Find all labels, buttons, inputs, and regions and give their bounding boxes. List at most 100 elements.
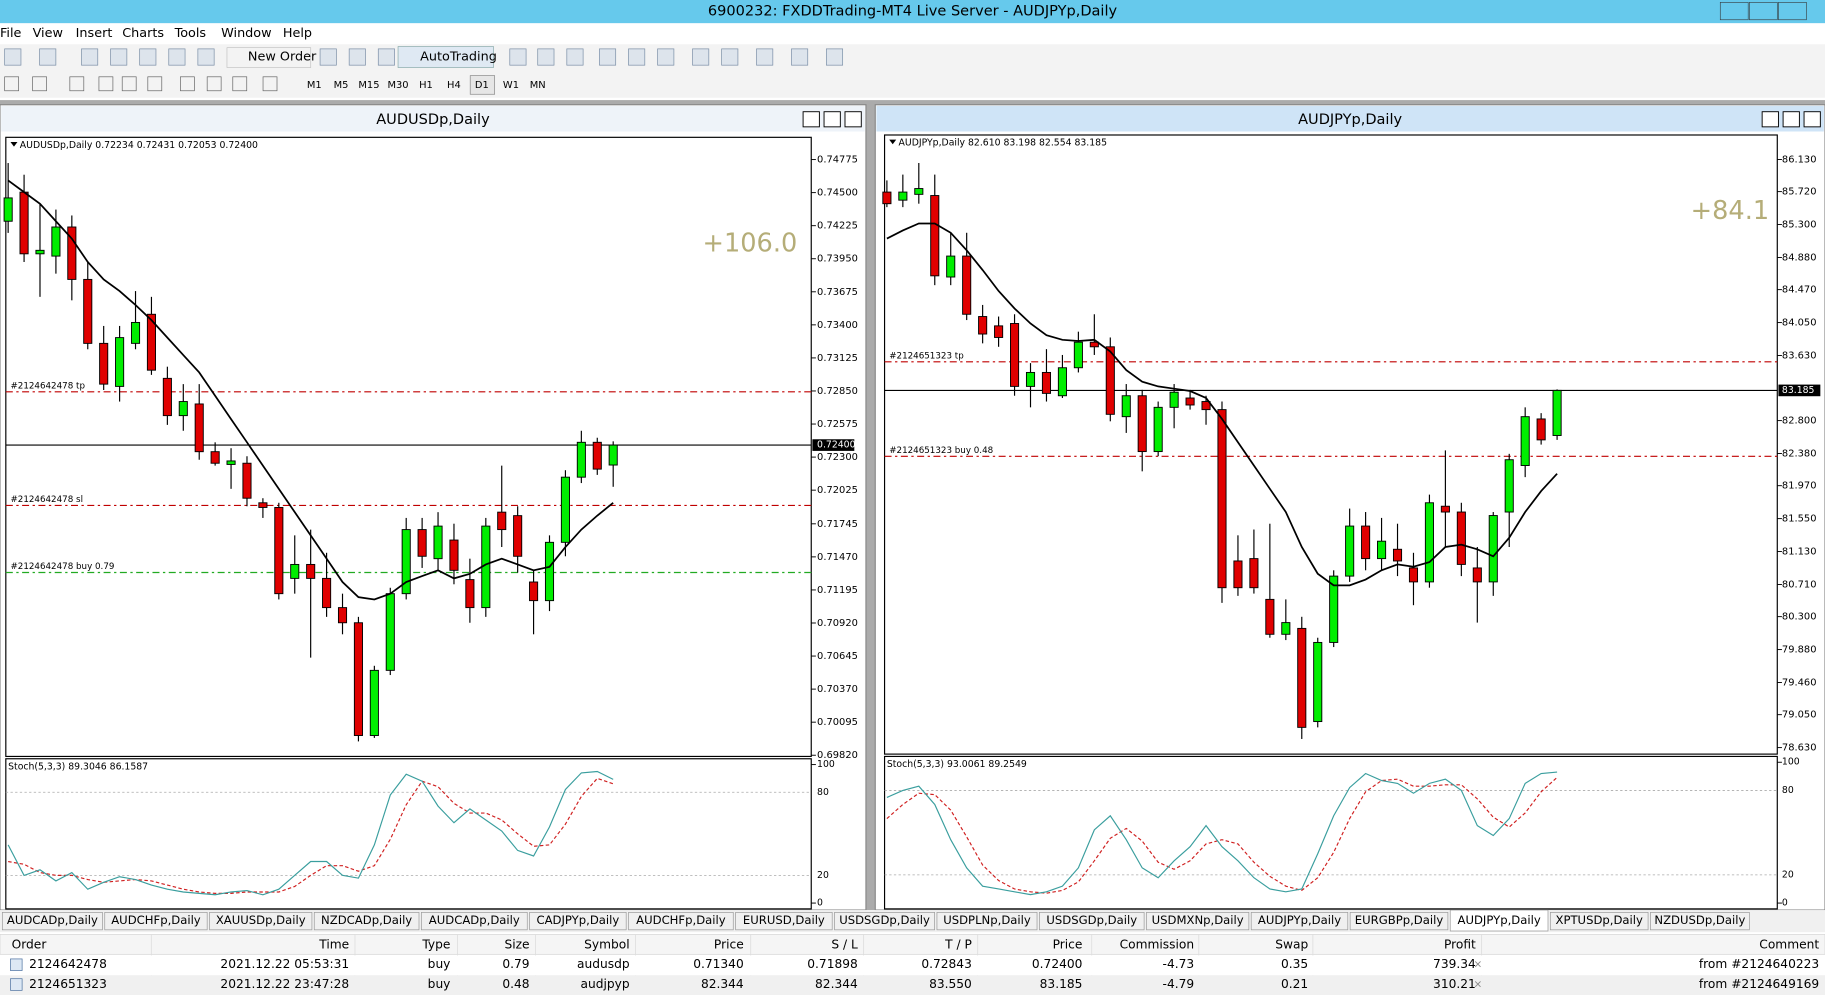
toolbar-icon[interactable] (566, 48, 584, 66)
chart-maximize[interactable] (823, 111, 841, 128)
order-row[interactable] (0, 975, 1825, 995)
timeframe-button[interactable]: M5 (334, 80, 349, 91)
order-row[interactable] (0, 955, 1825, 976)
menu-item[interactable]: File (0, 26, 22, 41)
column-header[interactable]: Size (504, 937, 529, 951)
tab-label[interactable]: AUDCHFp,Daily (111, 913, 201, 927)
toolbar-icon[interactable] (139, 48, 157, 66)
tab[interactable] (1549, 912, 1649, 931)
menu-item[interactable]: Insert (76, 26, 113, 41)
column-header[interactable]: T / P (944, 937, 972, 951)
menu-item[interactable]: Tools (174, 26, 207, 41)
tab[interactable] (1039, 912, 1145, 931)
column-header[interactable]: S / L (831, 937, 858, 951)
chart-minimize[interactable] (1761, 111, 1779, 128)
tab-label[interactable]: EURUSD,Daily (743, 913, 825, 927)
timeframe-button[interactable]: M1 (307, 80, 322, 91)
chart-maximize[interactable] (1782, 111, 1800, 128)
minimize-button[interactable] (1719, 2, 1749, 21)
column-header[interactable]: Order (12, 937, 48, 951)
column-header[interactable]: Type (421, 937, 450, 951)
tool-icon[interactable] (262, 76, 278, 92)
tab-label[interactable]: USDMXNp,Daily (1152, 913, 1244, 927)
column-header[interactable]: Comment (1759, 937, 1819, 951)
tab[interactable] (1, 912, 103, 931)
toolbar-icon[interactable] (657, 48, 675, 66)
tab[interactable] (735, 912, 833, 931)
timeframe-button[interactable]: W1 (503, 80, 519, 91)
toolbar-icon[interactable] (168, 48, 186, 66)
tab[interactable] (1250, 912, 1349, 931)
toolbar-icon[interactable] (509, 48, 527, 66)
tool-icon[interactable] (98, 76, 114, 92)
tool-icon[interactable] (232, 76, 248, 92)
toolbar-icon[interactable] (791, 48, 809, 66)
tab-active[interactable] (1449, 909, 1549, 932)
tab-label[interactable]: CADJPYp,Daily (536, 913, 619, 927)
tab[interactable] (104, 912, 208, 931)
timeframe-button[interactable]: H4 (447, 80, 461, 91)
timeframe-button[interactable]: H1 (419, 80, 433, 91)
column-header[interactable]: Price (714, 937, 744, 951)
column-header[interactable]: Time (318, 937, 349, 951)
tab-label[interactable]: AUDJPYp,Daily (1258, 913, 1341, 927)
menu-item[interactable]: Help (283, 26, 312, 41)
toolbar-icon[interactable] (628, 48, 646, 66)
toolbar-icon[interactable] (197, 48, 215, 66)
menu-item[interactable]: Charts (122, 26, 164, 41)
tab[interactable] (628, 912, 734, 931)
toolbar-icon[interactable] (537, 48, 555, 66)
tab[interactable] (936, 912, 1038, 931)
chart-minimize[interactable] (802, 111, 820, 128)
tab[interactable] (1349, 912, 1449, 931)
tab-label[interactable]: EURGBPp,Daily (1355, 913, 1444, 927)
menu-item[interactable]: View (33, 26, 63, 41)
tab-label[interactable]: XAUUSDp,Daily (216, 913, 306, 927)
timeframe-button[interactable]: M15 (358, 80, 379, 91)
maximize-button[interactable] (1749, 2, 1778, 21)
chart-close[interactable] (844, 111, 862, 128)
tab-label[interactable]: XPTUSDp,Daily (1555, 913, 1643, 927)
column-header[interactable]: Swap (1275, 937, 1308, 951)
menu-item[interactable]: Window (221, 26, 271, 41)
toolbar-icon[interactable] (721, 48, 739, 66)
tool-icon[interactable] (180, 76, 195, 92)
tab-label[interactable]: USDPLNp,Daily (943, 913, 1031, 927)
tool-icon[interactable] (121, 76, 137, 92)
tab-label[interactable]: AUDCADp,Daily (7, 913, 98, 927)
timeframe-button[interactable]: D1 (475, 80, 489, 91)
toolbar-icon[interactable] (110, 48, 128, 66)
toolbar-icon[interactable] (39, 48, 57, 66)
tab-label[interactable]: NZDUSDp,Daily (1654, 913, 1745, 927)
autotrading-button[interactable] (397, 46, 494, 68)
timeframe-button[interactable]: M30 (388, 80, 409, 91)
new-order-button[interactable] (226, 47, 312, 68)
tab[interactable] (209, 912, 313, 931)
tab-label[interactable]: AUDJPYp,Daily (1458, 913, 1541, 927)
tab[interactable] (420, 912, 528, 931)
tool-icon[interactable] (69, 76, 85, 92)
toolbar-icon[interactable] (81, 48, 99, 66)
tab-label[interactable]: AUDCHFp,Daily (636, 913, 726, 927)
chart-close[interactable] (1803, 111, 1821, 128)
toolbar-icon[interactable] (4, 48, 22, 66)
tab[interactable] (1650, 912, 1750, 931)
tool-icon[interactable] (206, 76, 222, 92)
tab[interactable] (834, 912, 935, 931)
tab[interactable] (529, 912, 627, 931)
toolbar-icon[interactable] (756, 48, 774, 66)
timeframe-button[interactable]: MN (530, 80, 546, 91)
tab[interactable] (313, 912, 420, 931)
toolbar-icon[interactable] (692, 48, 710, 66)
tab-label[interactable]: AUDCADp,Daily (429, 913, 520, 927)
toolbar-icon[interactable] (599, 48, 617, 66)
tab[interactable] (1146, 912, 1250, 931)
column-header[interactable]: Symbol (584, 937, 630, 951)
column-header[interactable]: Profit (1444, 937, 1476, 951)
tool-icon[interactable] (32, 76, 47, 92)
column-header[interactable]: Price (1053, 937, 1083, 951)
toolbar-icon[interactable] (348, 48, 366, 66)
tab-label[interactable]: USDSGDp,Daily (839, 913, 930, 927)
toolbar-icon[interactable] (319, 48, 337, 66)
toolbar-icon[interactable] (377, 48, 395, 66)
